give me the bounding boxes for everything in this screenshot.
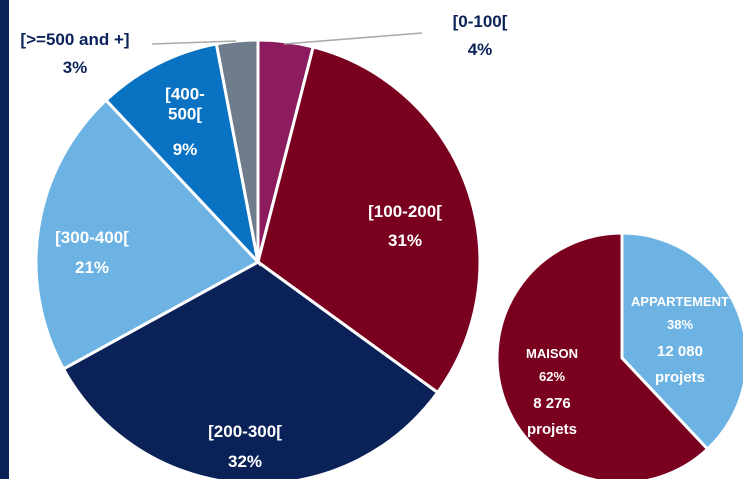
slice-label: [400-500[	[165, 84, 205, 124]
slice-label: [100-200[	[368, 201, 442, 221]
value-label: 62%	[538, 369, 566, 385]
pie-slice	[103, 42, 261, 267]
slice-label: [300-400[	[55, 227, 129, 247]
value-label: 32%	[227, 451, 263, 471]
count-unit: projets	[654, 369, 706, 386]
count-label: 8 276	[533, 395, 571, 412]
pie-slice	[214, 38, 260, 263]
side-strip	[0, 0, 9, 479]
slice-label: APPARTEMENT	[631, 294, 729, 310]
pie-slice	[61, 260, 440, 479]
slice-label: MAISON	[526, 346, 578, 362]
slice-label: [0-100[	[452, 11, 508, 31]
slice-label: [200-300[	[208, 421, 282, 441]
value-label: 31%	[387, 230, 423, 250]
leader-line	[151, 40, 237, 45]
value-label: 38%	[666, 317, 694, 333]
pie-slice	[34, 98, 261, 371]
value-label: 3%	[62, 57, 88, 77]
pie-slice	[495, 231, 710, 479]
leader-line	[283, 32, 423, 45]
count-label: 12 080	[657, 343, 703, 360]
count-unit: projets	[526, 421, 578, 438]
value-label: 21%	[74, 257, 110, 277]
slice-label: [>=500 and +]	[20, 29, 130, 49]
value-label: 4%	[467, 39, 493, 59]
pie-slice	[620, 231, 743, 452]
value-label: 9%	[172, 139, 198, 159]
pie-slice	[256, 45, 482, 395]
